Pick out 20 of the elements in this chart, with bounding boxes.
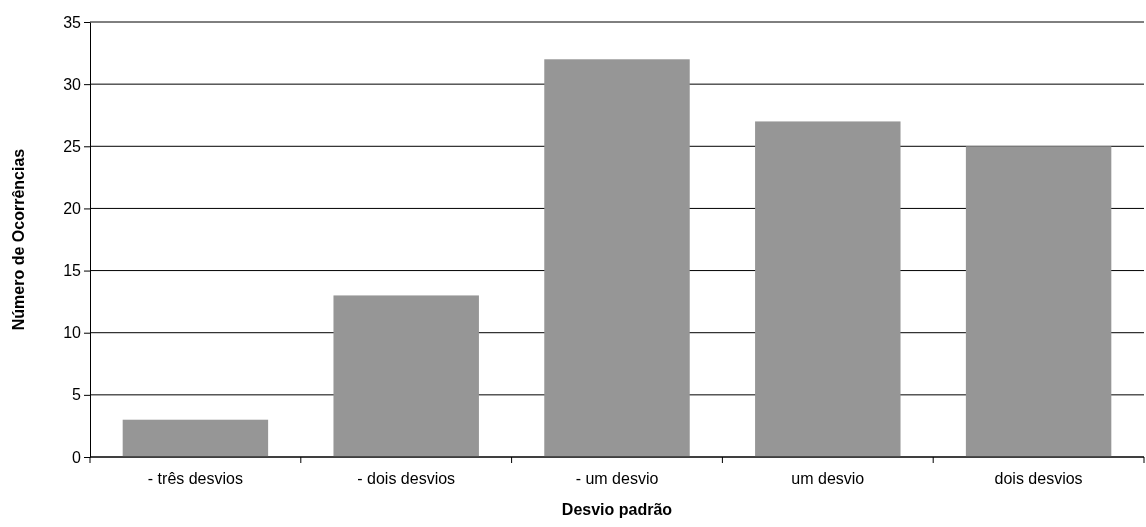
bar: [544, 59, 690, 457]
bar: [333, 295, 479, 457]
x-tick-label: um desvio: [791, 470, 865, 487]
y-tick-label: 5: [72, 386, 82, 404]
x-tick-label: - um desvio: [575, 470, 659, 487]
y-tick-label: 20: [63, 200, 82, 218]
y-tick-label: 30: [63, 75, 82, 93]
bar: [755, 121, 901, 457]
bar: [965, 146, 1112, 457]
y-tick-label: 0: [72, 448, 82, 466]
y-tick-label: 15: [63, 262, 82, 280]
x-axis-title: Desvio padrão: [561, 501, 673, 518]
x-tick-label: - dois desvios: [357, 470, 456, 487]
bar: [122, 419, 269, 457]
y-tick-label: 25: [63, 137, 82, 155]
y-tick-label: 10: [63, 324, 82, 342]
x-tick-label: dois desvios: [994, 470, 1083, 487]
x-tick-label: - três desvios: [147, 470, 243, 487]
y-axis-title: Número de Ocorrências: [10, 148, 27, 331]
y-tick-label: 35: [63, 13, 82, 31]
